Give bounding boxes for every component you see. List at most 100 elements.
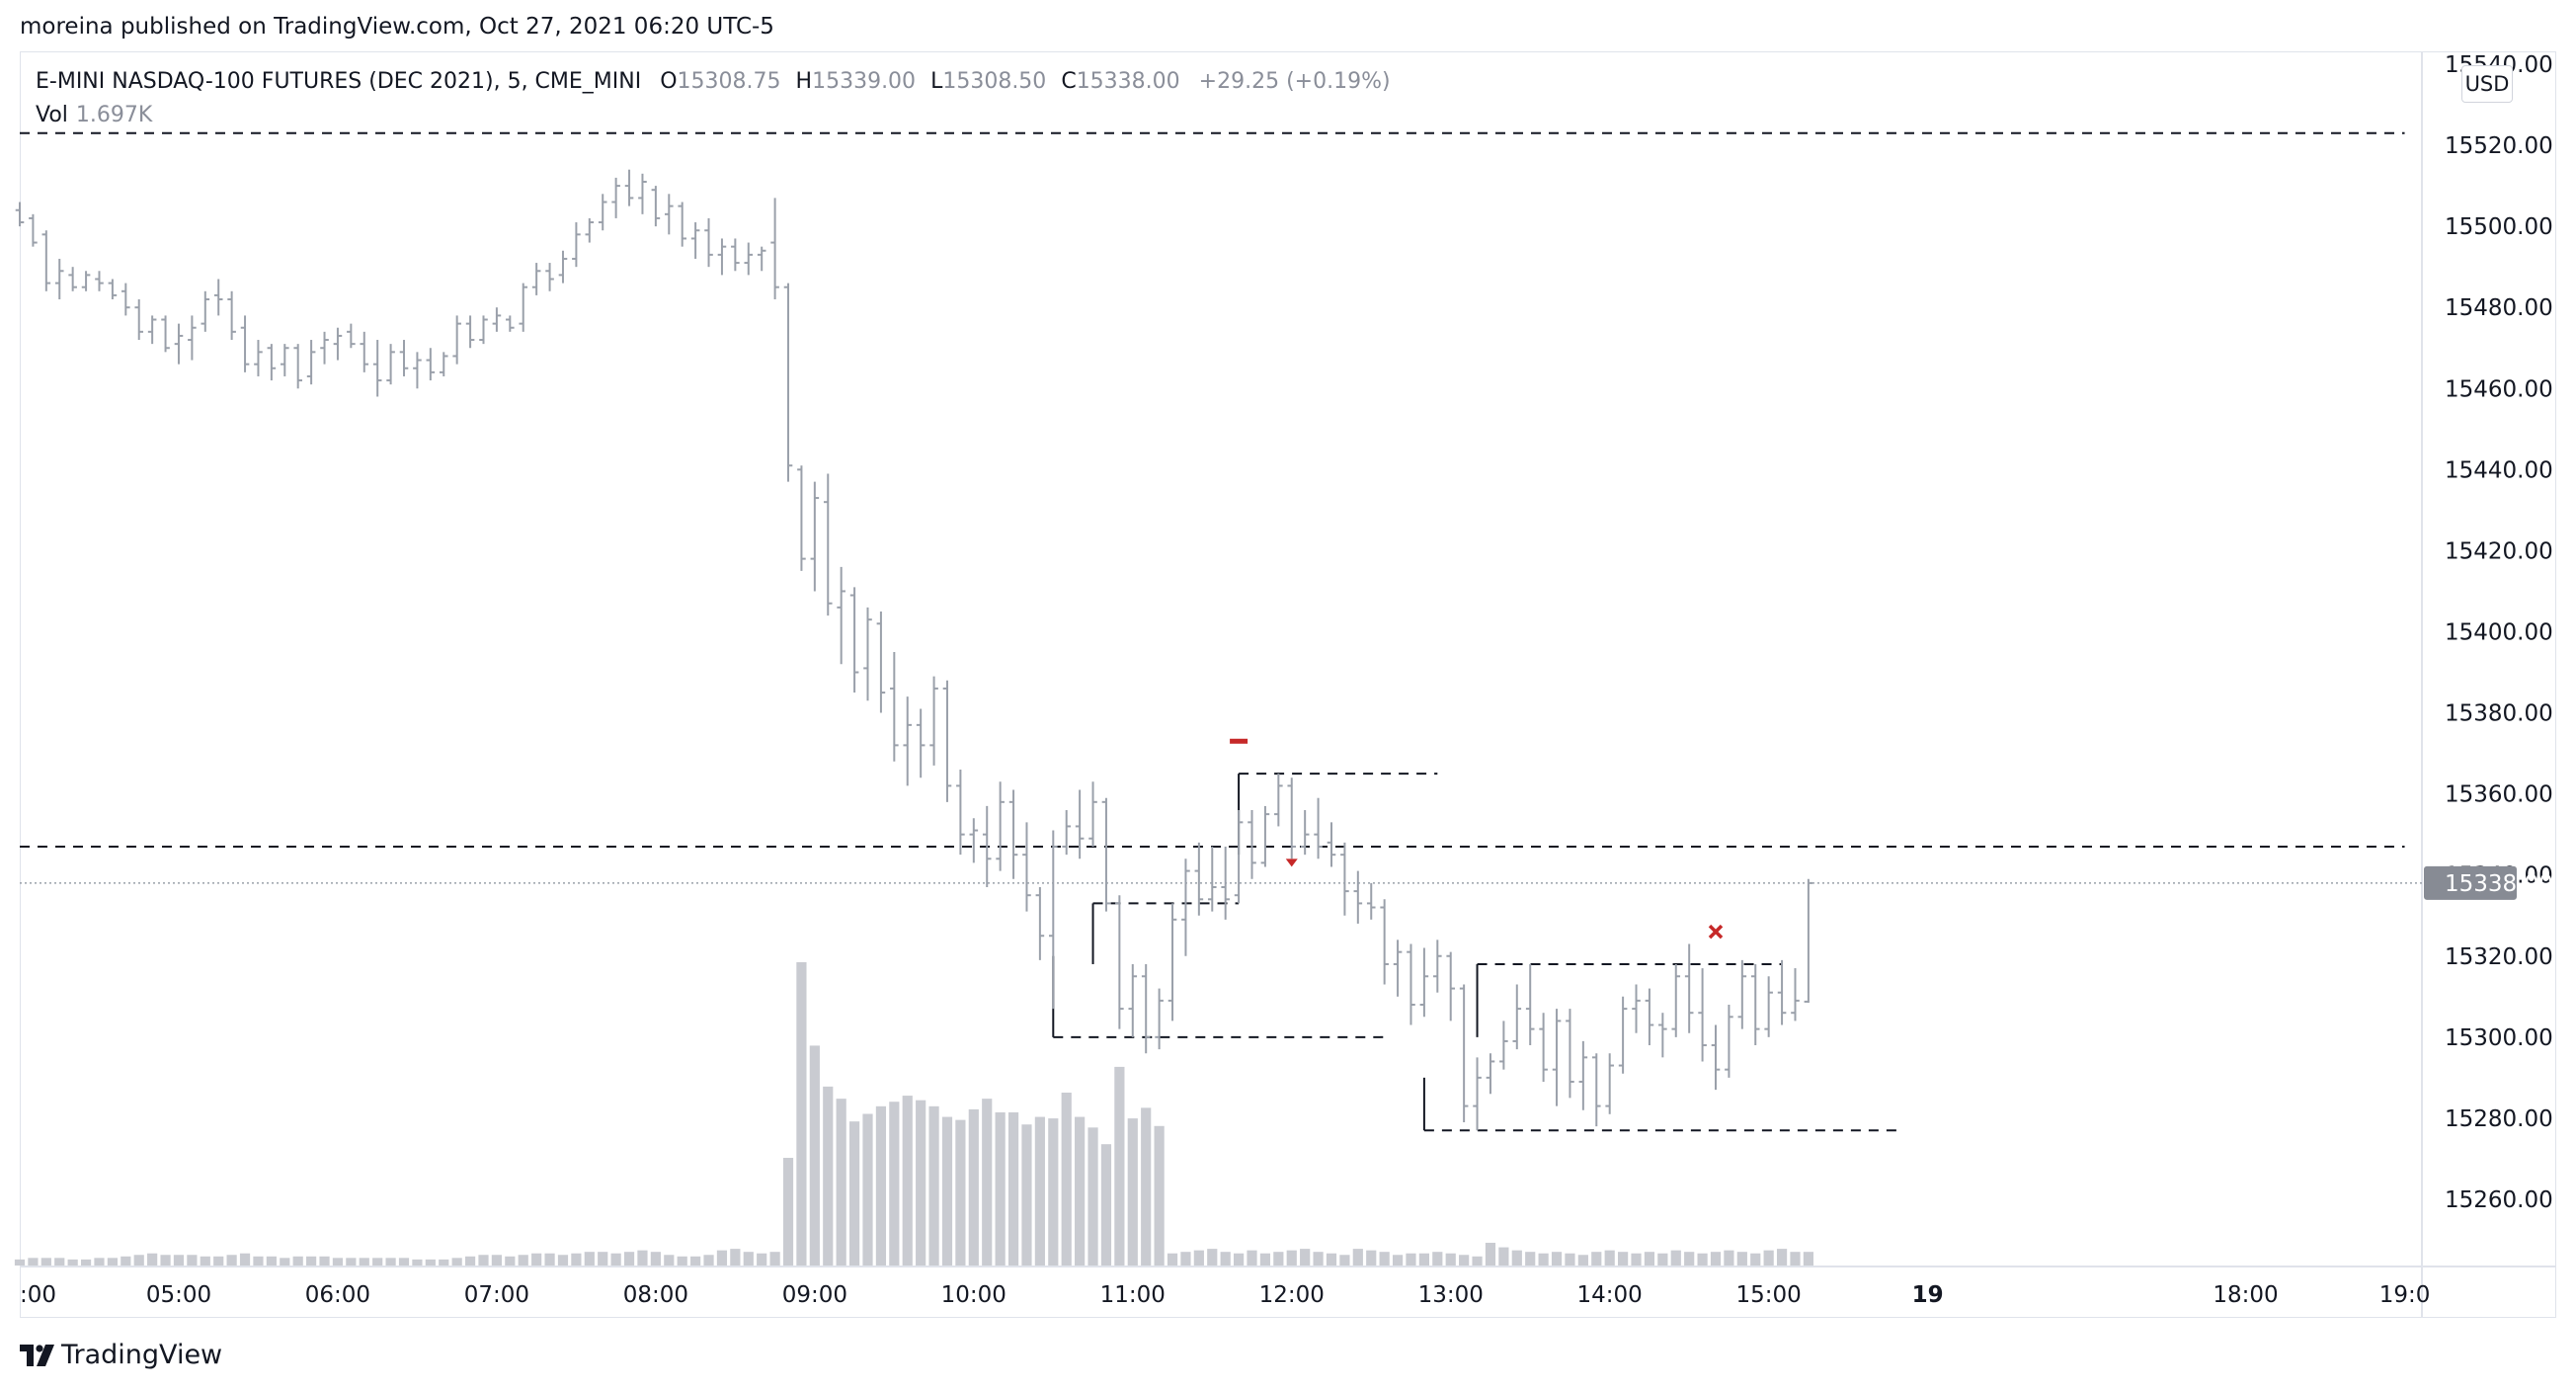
ohlc-bar (29, 213, 38, 247)
ohlc-bar (147, 315, 157, 345)
volume-value: 1.697K (75, 103, 153, 127)
volume-bar (623, 1252, 635, 1266)
ohlc-bar (188, 315, 197, 361)
ohlc-bar (598, 194, 607, 231)
ohlc-bar (837, 566, 845, 665)
volume-bar (226, 1255, 237, 1266)
time-tick-label: 09:00 (782, 1282, 847, 1308)
volume-bar (848, 1121, 860, 1266)
ohlc-bar (783, 283, 793, 482)
currency-badge[interactable]: USD (2461, 65, 2513, 103)
ohlc-bar (1725, 1005, 1733, 1078)
price-tick-label: 15500.00 (2445, 214, 2553, 240)
ohlc-bar (1366, 882, 1376, 920)
volume-bar (664, 1255, 675, 1266)
ohlc-bar (1525, 963, 1535, 1046)
volume-bar (796, 962, 807, 1266)
ohlc-bar (1711, 1024, 1721, 1091)
ohlc-bar (1764, 976, 1773, 1037)
ohlc-bar (717, 238, 727, 276)
volume-bar (1432, 1252, 1443, 1266)
volume-bar (80, 1259, 92, 1266)
volume-bar (1392, 1255, 1404, 1266)
volume-bar (769, 1252, 780, 1266)
volume-bar (1644, 1252, 1655, 1266)
volume-bar (544, 1253, 555, 1266)
ohlc-bar (1128, 963, 1138, 1037)
price-tick-label: 15460.00 (2445, 376, 2553, 402)
volume-bar (173, 1255, 185, 1266)
cross-marker (1708, 924, 1724, 940)
ohlc-bar (293, 344, 302, 389)
volume-bar (1511, 1250, 1522, 1266)
ohlc-bar (942, 680, 952, 802)
ohlc-bar (1419, 947, 1429, 1018)
ohlc-bar (479, 315, 488, 345)
ohlc-bar (1194, 842, 1204, 916)
volume-bar (650, 1252, 661, 1266)
time-tick-label: 19:0 (2379, 1282, 2431, 1308)
dash-marker (1230, 738, 1248, 744)
ohlc-bar (1632, 984, 1641, 1033)
price-tick-label: 15360.00 (2445, 782, 2553, 808)
volume-bar (425, 1259, 436, 1266)
volume-bar (54, 1258, 65, 1266)
time-tick-label: 15:00 (1736, 1282, 1802, 1308)
volume-bar (451, 1258, 462, 1266)
ohlc-bar (1658, 1013, 1667, 1058)
volume-bar (1684, 1252, 1695, 1266)
volume-bar (280, 1258, 290, 1266)
ohlc-bar (1791, 968, 1800, 1021)
volume-legend[interactable]: Vol 1.697K (36, 103, 152, 127)
chart-legend: E-MINI NASDAQ-100 FUTURES (DEC 2021), 5,… (36, 69, 1391, 94)
ohlc-bar (823, 473, 833, 616)
volume-bar (1379, 1252, 1390, 1266)
ohlc-bar (81, 271, 91, 291)
ohlc-bar (54, 258, 64, 299)
ohlc-bar (267, 344, 277, 381)
ohlc-bar (333, 327, 343, 361)
ohlc-bar (1088, 781, 1097, 847)
volume-bar (1485, 1242, 1496, 1266)
ohlc-bar (1221, 846, 1230, 920)
volume-bar (1154, 1125, 1165, 1266)
volume-bar (928, 1105, 939, 1266)
ohlc-bar (413, 352, 422, 389)
volume-bar (1710, 1252, 1722, 1266)
ohlc-bar (1459, 984, 1469, 1122)
ohlc-bar (1035, 887, 1045, 960)
time-tick-label: 07:00 (464, 1282, 529, 1308)
time-tick-label: 05:00 (146, 1282, 211, 1308)
ohlc-bar (1340, 842, 1349, 916)
volume-bar (147, 1253, 158, 1266)
chart-frame[interactable] (20, 51, 2556, 1318)
volume-bar (1167, 1253, 1178, 1266)
ohlc-bar (1353, 870, 1363, 924)
ohlc-bar (558, 250, 568, 284)
legend-high-label: H (795, 69, 813, 94)
ohlc-bar (213, 279, 223, 316)
ohlc-bar (1393, 940, 1403, 997)
ohlc-bar (519, 283, 528, 332)
ohlc-bar (1327, 822, 1336, 867)
ohlc-bar (426, 348, 436, 381)
ohlc-bar (916, 708, 926, 778)
price-tick-label: 15260.00 (2445, 1187, 2553, 1213)
volume-bar (200, 1256, 210, 1266)
ohlc-bar (1566, 1009, 1574, 1099)
ohlc-bar (506, 315, 515, 332)
volume-bar (385, 1258, 396, 1266)
price-tick-label: 15400.00 (2445, 619, 2553, 645)
ohlc-bar (465, 315, 475, 349)
tradingview-brand[interactable]: TradingView (20, 1340, 222, 1370)
volume-bar (637, 1250, 648, 1266)
volume-bar (1313, 1252, 1324, 1266)
ohlc-bar (492, 307, 502, 332)
legend-change: +29.25 (+0.19%) (1198, 69, 1391, 94)
ohlc-bar (68, 267, 77, 291)
last-price-badge: 15338.00 (2424, 865, 2553, 900)
volume-bar (1418, 1253, 1429, 1266)
volume-bar (716, 1250, 728, 1266)
volume-bar (1763, 1250, 1774, 1266)
